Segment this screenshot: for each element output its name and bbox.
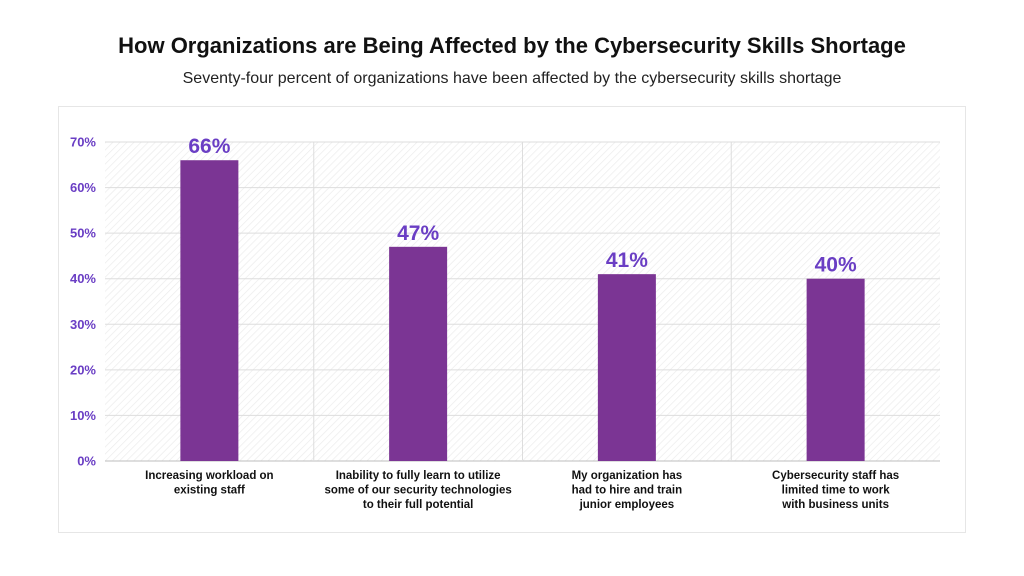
data-label: 41% [606,249,648,272]
data-label: 66% [188,135,230,158]
category-label: My organization has had to hire and train… [572,470,683,511]
category-label-line: Increasing workload on [145,470,273,482]
bar [597,274,656,461]
data-labels: 66% 47% 41% 40% [188,135,857,276]
bar [180,160,239,461]
category-label-line: with business units [781,499,889,511]
category-label-line: existing staff [174,485,245,497]
category-label-line: Inability to fully learn to utilize [336,470,501,482]
category-label-line: to their full potential [363,499,474,511]
y-tick-label: 30% [70,317,96,332]
category-label: Inability to fully learn to utilize some … [325,470,512,511]
category-label-line: My organization has [572,470,683,482]
category-label-line: some of our security technologies [325,485,512,497]
y-tick-label: 0% [77,454,96,469]
bar [806,278,865,461]
y-axis-tick-labels: 0% 10% 20% 30% 40% 50% 60% 70% [70,135,96,469]
bar [389,246,448,461]
y-tick-label: 20% [70,362,96,377]
x-axis-category-labels: Increasing workload on existing staff Inab… [145,470,899,511]
category-label: Increasing workload on existing staff [145,470,273,497]
y-tick-label: 50% [70,226,96,241]
bars [180,160,865,461]
data-label: 40% [815,254,857,277]
y-tick-label: 10% [70,408,96,423]
gridlines [105,141,940,462]
data-label: 47% [397,222,439,245]
chart-title: How Organizations are Being Affected by … [118,33,906,58]
category-label-line: had to hire and train [572,485,683,497]
category-label-line: limited time to work [782,485,891,497]
category-label-line: Cybersecurity staff has [772,470,899,482]
y-tick-label: 60% [70,180,96,195]
chart-subtitle: Seventy-four percent of organizations ha… [182,70,842,87]
category-label: Cybersecurity staff has limited time to w… [772,470,899,511]
y-tick-label: 40% [70,271,96,286]
y-tick-label: 70% [70,135,96,150]
category-label-line: junior employees [579,499,675,511]
